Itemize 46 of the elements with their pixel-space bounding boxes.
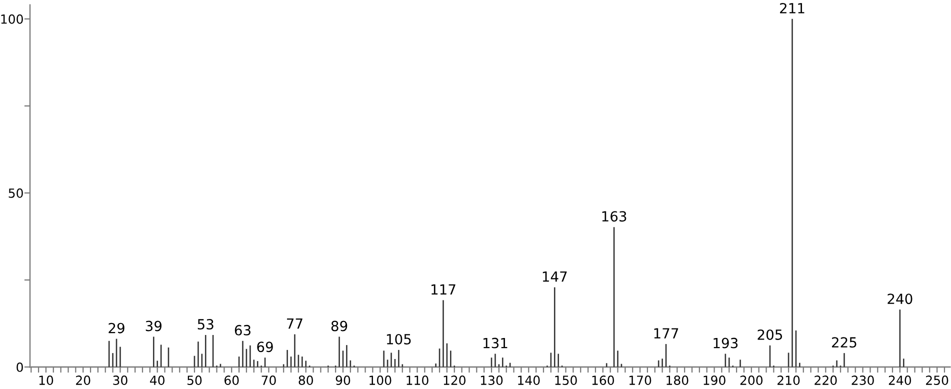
x-tick-label: 100 (370, 376, 392, 386)
x-tick-label: 230 (852, 376, 874, 386)
x-tick-label: 10 (39, 376, 54, 386)
y-tick-label: 0 (16, 362, 23, 372)
annotation: 211 (780, 2, 804, 14)
x-tick-label: 180 (666, 376, 688, 386)
x-tick-label: 60 (224, 376, 239, 386)
x-tick-label: 250 (926, 376, 948, 386)
annotation: 29 (108, 322, 124, 334)
x-tick-label: 120 (444, 376, 466, 386)
annotation: 53 (198, 319, 214, 330)
x-tick-label: 200 (740, 376, 763, 386)
x-tick-label: 20 (76, 376, 90, 386)
annotation: 240 (888, 294, 912, 304)
annotation: 63 (234, 324, 250, 336)
x-tick-label: 130 (480, 376, 503, 386)
y-tick-label: 50 (8, 188, 23, 198)
y-tick-label: 100 (1, 14, 23, 24)
x-tick-label: 110 (406, 376, 428, 386)
x-tick-label: 90 (336, 376, 350, 386)
annotation: 205 (758, 329, 782, 340)
x-tick-label: 170 (629, 376, 652, 386)
x-tick-label: 140 (518, 376, 540, 386)
annotation: 69 (257, 342, 273, 352)
annotation: 131 (483, 338, 508, 348)
annotation: 177 (654, 328, 678, 338)
x-tick-label: 150 (555, 376, 577, 386)
x-tick-label: 220 (814, 376, 837, 386)
annotation: 105 (386, 334, 411, 344)
annotation: 77 (287, 318, 302, 329)
x-tick-label: 70 (262, 376, 276, 386)
x-tick-label: 50 (187, 376, 202, 386)
x-tick-label: 30 (113, 376, 128, 386)
annotation: 225 (832, 337, 856, 348)
annotation: 39 (146, 320, 162, 332)
x-tick-label: 190 (704, 376, 726, 386)
x-tick-label: 240 (888, 376, 912, 386)
annotation: 163 (602, 211, 626, 222)
x-tick-label: 80 (298, 376, 313, 386)
x-tick-label: 160 (592, 376, 614, 386)
annotation: 193 (714, 338, 738, 348)
annotation: 147 (542, 272, 567, 282)
x-tick-label: 210 (778, 376, 800, 386)
annotation: 117 (432, 284, 456, 295)
annotation: 89 (331, 320, 348, 332)
x-tick-label: 40 (150, 376, 164, 386)
